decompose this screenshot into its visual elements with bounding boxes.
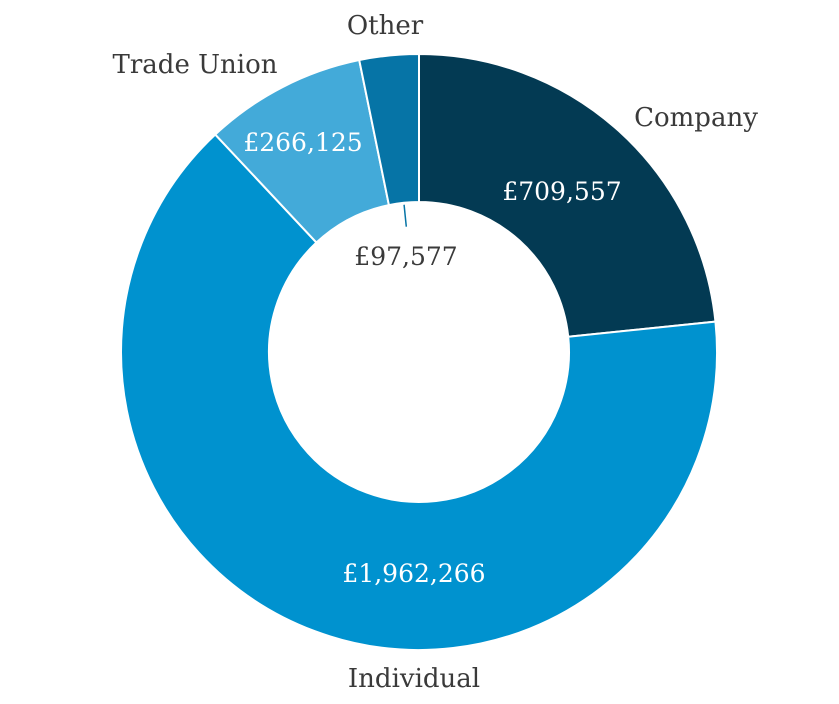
value-label-other: £97,577 <box>354 242 457 271</box>
slice-individual <box>120 133 718 651</box>
category-label-company: Company <box>634 103 758 133</box>
category-label-other: Other <box>347 11 424 41</box>
value-label-individual: £1,962,266 <box>342 559 485 588</box>
labels-group: Company £709,557 Individual £1,962,266 Trade… <box>113 11 759 694</box>
leader-line-other <box>403 204 408 227</box>
slice-company <box>418 52 717 338</box>
slices-group <box>120 52 718 651</box>
category-label-trade-union: Trade Union <box>113 50 278 80</box>
category-label-individual: Individual <box>348 664 480 694</box>
slice-other <box>358 52 420 207</box>
value-label-company: £709,557 <box>502 177 621 206</box>
value-label-trade-union: £266,125 <box>243 128 362 157</box>
